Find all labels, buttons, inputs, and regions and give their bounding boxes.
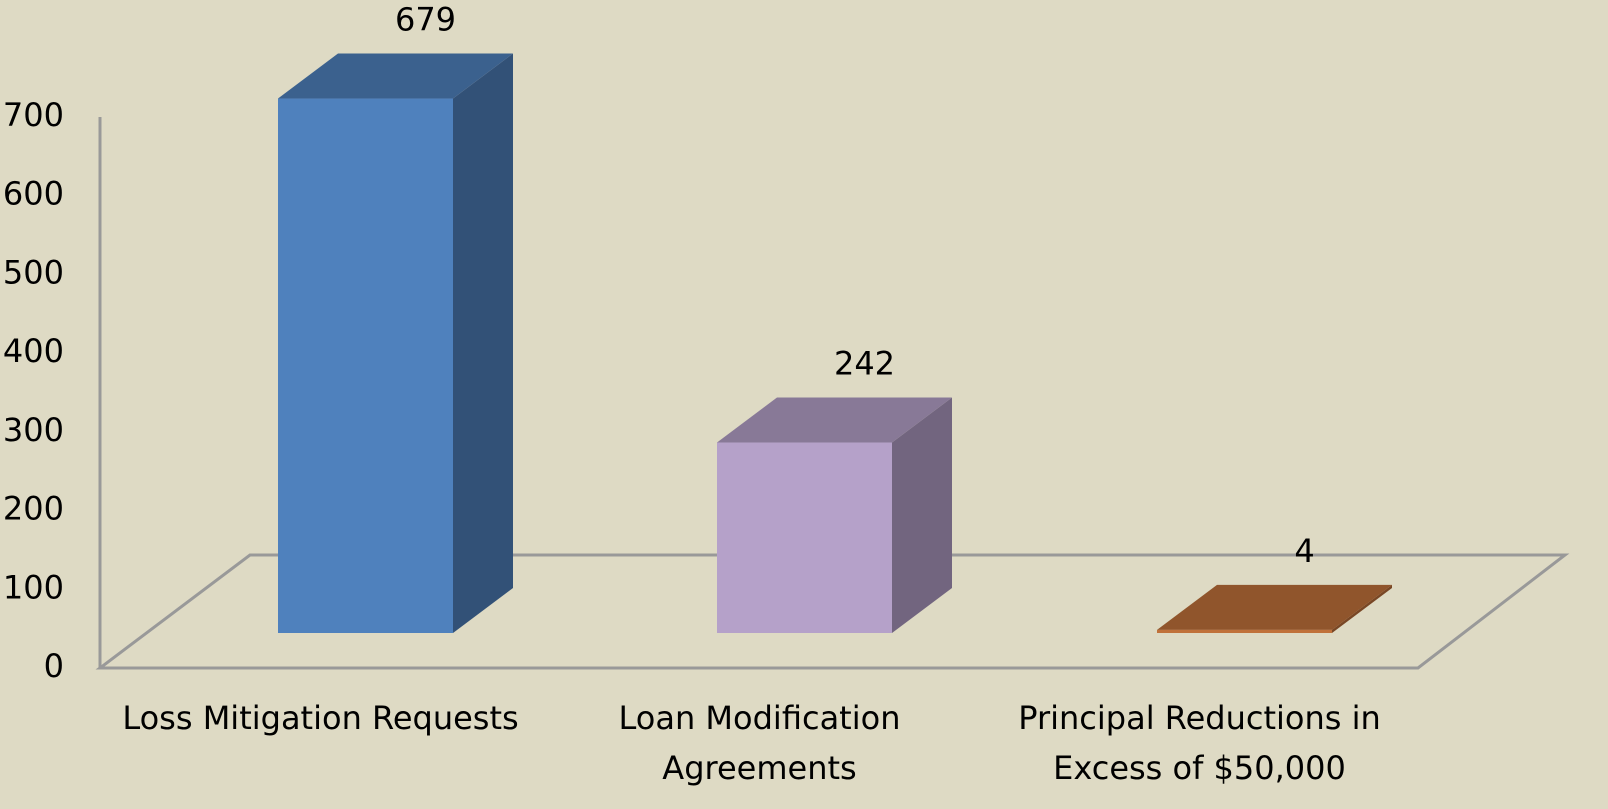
value-label: 4 [1294,532,1314,570]
floor [95,553,1570,670]
bar-side [453,53,513,633]
y-tick-label: 300 [3,411,64,449]
value-label: 679 [395,1,456,39]
x-tick-label: Loss Mitigation Requests [122,699,519,737]
y-tick-label: 100 [3,568,64,606]
bar-top [717,397,952,443]
x-tick-label: Loan Modification Agreements [618,699,901,787]
bar-top [278,53,513,99]
bar [1157,629,1332,633]
y-tick-label: 600 [3,175,64,213]
value-label: 242 [834,345,895,383]
y-tick-label: 200 [3,490,64,528]
y-tick-label: 700 [3,96,64,134]
y-tick-label: 400 [3,332,64,370]
bar-top [1157,584,1392,630]
bar-side [1332,584,1392,633]
bar-side [892,397,952,633]
bar [717,442,892,633]
y-tick-label: 0 [44,647,64,685]
y-tick-label: 500 [3,253,64,291]
bar [278,98,453,633]
x-tick-label: Principal Reductions in Excess of $50,00… [1018,699,1381,787]
